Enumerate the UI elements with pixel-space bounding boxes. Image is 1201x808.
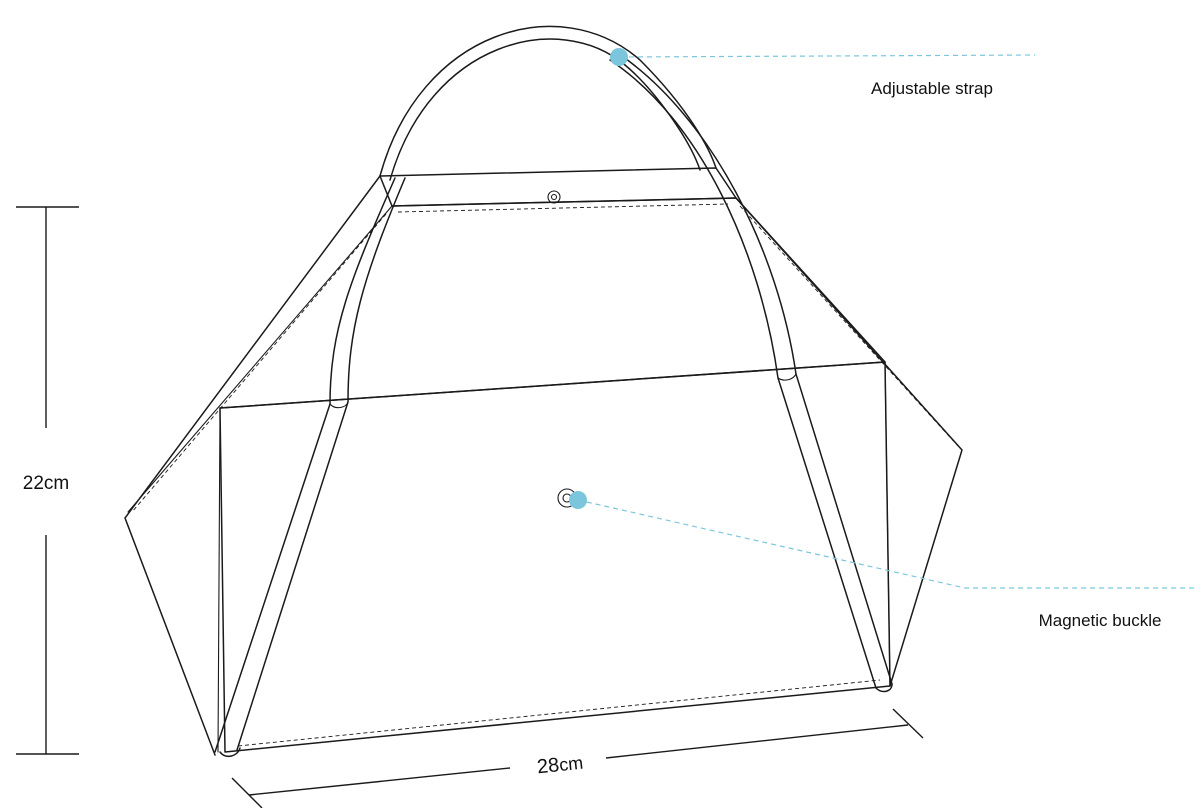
width-unit: cm [558, 753, 584, 775]
callout-buckle: Magnetic buckle [569, 491, 1195, 630]
width-number: 28 [536, 754, 560, 778]
height-label: 22cm [23, 473, 69, 494]
handle-strap [214, 25, 893, 753]
front-panel [219, 361, 891, 753]
callout-label-strap: Adjustable strap [871, 79, 993, 98]
back-panel [219, 197, 886, 409]
width-dimension: 28cm [231, 708, 924, 808]
height-dimension: 22cm [16, 206, 79, 755]
width-label: 28cm [536, 752, 584, 779]
callout-strap: Adjustable strap [610, 48, 1036, 98]
callout-dot-strap [610, 48, 628, 66]
strap-bottom-right [875, 683, 893, 693]
left-gusset [124, 175, 381, 756]
bag-body [124, 167, 963, 758]
snap-top [547, 190, 561, 204]
front-right-edge [884, 361, 891, 687]
callout-label-buckle: Magnetic buckle [1039, 611, 1162, 630]
stitch-lines [131, 203, 959, 747]
callout-dot-buckle [569, 491, 587, 509]
front-left-edge [217, 407, 221, 753]
left-gusset-inner [127, 205, 393, 513]
right-gusset [735, 197, 963, 687]
top-band [379, 167, 737, 207]
strap-bottom-left [219, 747, 241, 758]
